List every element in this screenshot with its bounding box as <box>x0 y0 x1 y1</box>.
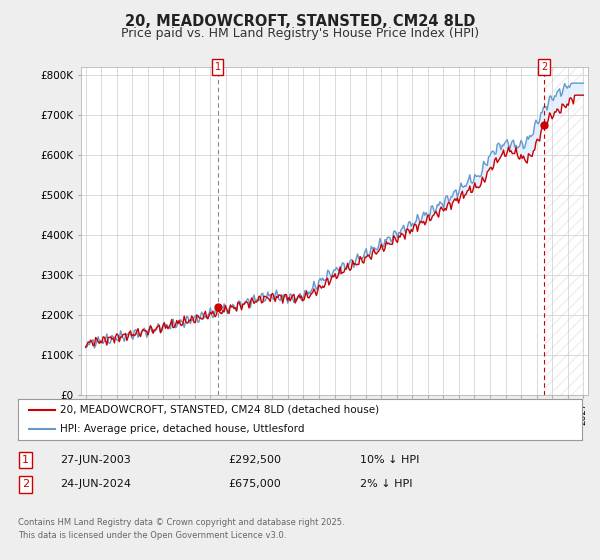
Text: 20, MEADOWCROFT, STANSTED, CM24 8LD: 20, MEADOWCROFT, STANSTED, CM24 8LD <box>125 14 475 29</box>
Text: 10% ↓ HPI: 10% ↓ HPI <box>360 455 419 465</box>
Text: 2: 2 <box>541 62 547 72</box>
Text: 24-JUN-2024: 24-JUN-2024 <box>60 479 131 489</box>
Text: Price paid vs. HM Land Registry's House Price Index (HPI): Price paid vs. HM Land Registry's House … <box>121 27 479 40</box>
Text: 2: 2 <box>22 479 29 489</box>
Text: 1: 1 <box>215 62 221 72</box>
Text: Contains HM Land Registry data © Crown copyright and database right 2025.
This d: Contains HM Land Registry data © Crown c… <box>18 518 344 539</box>
Text: £675,000: £675,000 <box>228 479 281 489</box>
Text: 27-JUN-2003: 27-JUN-2003 <box>60 455 131 465</box>
Text: 1: 1 <box>22 455 29 465</box>
Text: 20, MEADOWCROFT, STANSTED, CM24 8LD (detached house): 20, MEADOWCROFT, STANSTED, CM24 8LD (det… <box>60 405 379 415</box>
Text: HPI: Average price, detached house, Uttlesford: HPI: Average price, detached house, Uttl… <box>60 424 305 434</box>
Text: £292,500: £292,500 <box>228 455 281 465</box>
Text: 2% ↓ HPI: 2% ↓ HPI <box>360 479 413 489</box>
